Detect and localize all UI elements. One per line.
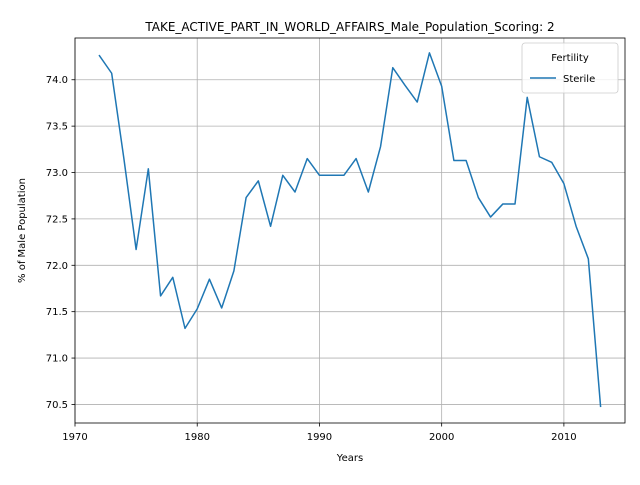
y-tick-label: 72.0 — [46, 261, 68, 272]
y-tick-label: 71.5 — [46, 307, 68, 318]
x-tick-label: 1990 — [307, 432, 332, 443]
y-axis-label: % of Male Population — [17, 178, 28, 283]
x-tick-label: 2010 — [551, 432, 576, 443]
x-axis: 1970 1980 1990 2000 2010 — [62, 423, 577, 443]
y-tick-label: 72.5 — [46, 214, 68, 225]
legend-label-sterile: Sterile — [563, 74, 595, 85]
y-tick-label: 73.5 — [46, 122, 68, 133]
y-axis: 70.5 71.0 71.5 72.0 72.5 73.0 73.5 74.0 — [46, 75, 75, 411]
series-layer — [98, 52, 602, 408]
x-tick-label: 1970 — [62, 432, 87, 443]
legend: Fertility Sterile — [521, 42, 619, 94]
y-tick-label: 70.5 — [46, 400, 68, 411]
legend-title: Fertility — [551, 53, 589, 64]
y-tick-label: 71.0 — [46, 354, 68, 365]
x-tick-label: 1980 — [184, 432, 209, 443]
chart-title: TAKE_ACTIVE_PART_IN_WORLD_AFFAIRS_Male_P… — [144, 20, 554, 34]
y-tick-label: 74.0 — [46, 75, 68, 86]
y-tick-label: 73.0 — [46, 168, 68, 179]
series-line-sterile — [98, 52, 602, 408]
grid-layer — [74, 38, 625, 423]
plot-area-frame — [74, 37, 626, 424]
x-tick-label: 2000 — [429, 432, 454, 443]
x-axis-label: Years — [336, 453, 363, 464]
legend-box — [521, 42, 619, 94]
